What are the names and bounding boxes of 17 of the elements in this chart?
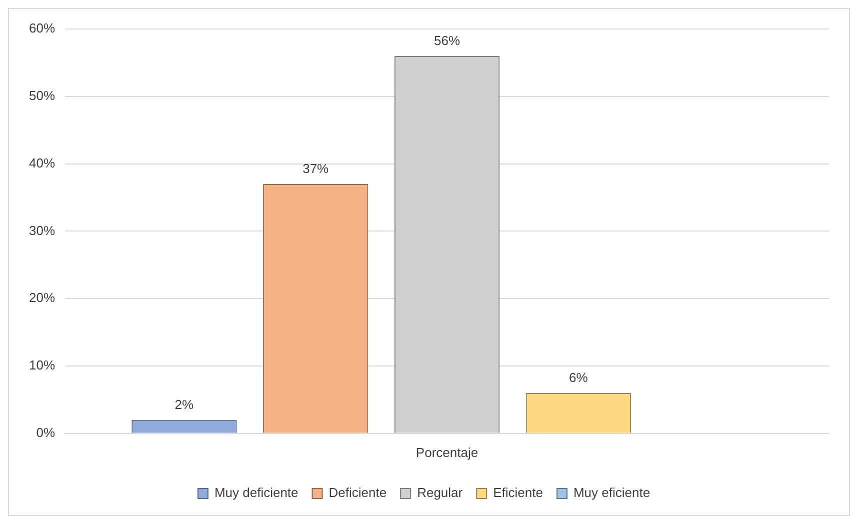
legend-label: Eficiente [493,485,543,500]
data-label: 6% [569,370,588,386]
legend-label: Muy deficiente [214,485,298,500]
x-tick-label: Porcentaje [416,444,478,460]
y-tick-label: 0% [36,424,56,440]
data-label: 56% [434,33,460,48]
y-tick-label: 60% [28,20,56,36]
y-tick-label: 20% [28,290,56,306]
legend-label: Deficiente [328,485,387,500]
y-tick-label: 50% [28,88,56,103]
legend-label: Muy eficiente [573,485,650,500]
legend-label: Regular [417,485,464,500]
y-tick-label: 40% [28,155,56,170]
y-tick-label: 10% [28,358,56,373]
y-tick-label: 30% [28,222,56,238]
data-label: 2% [174,397,194,412]
data-label: 37% [302,161,330,176]
